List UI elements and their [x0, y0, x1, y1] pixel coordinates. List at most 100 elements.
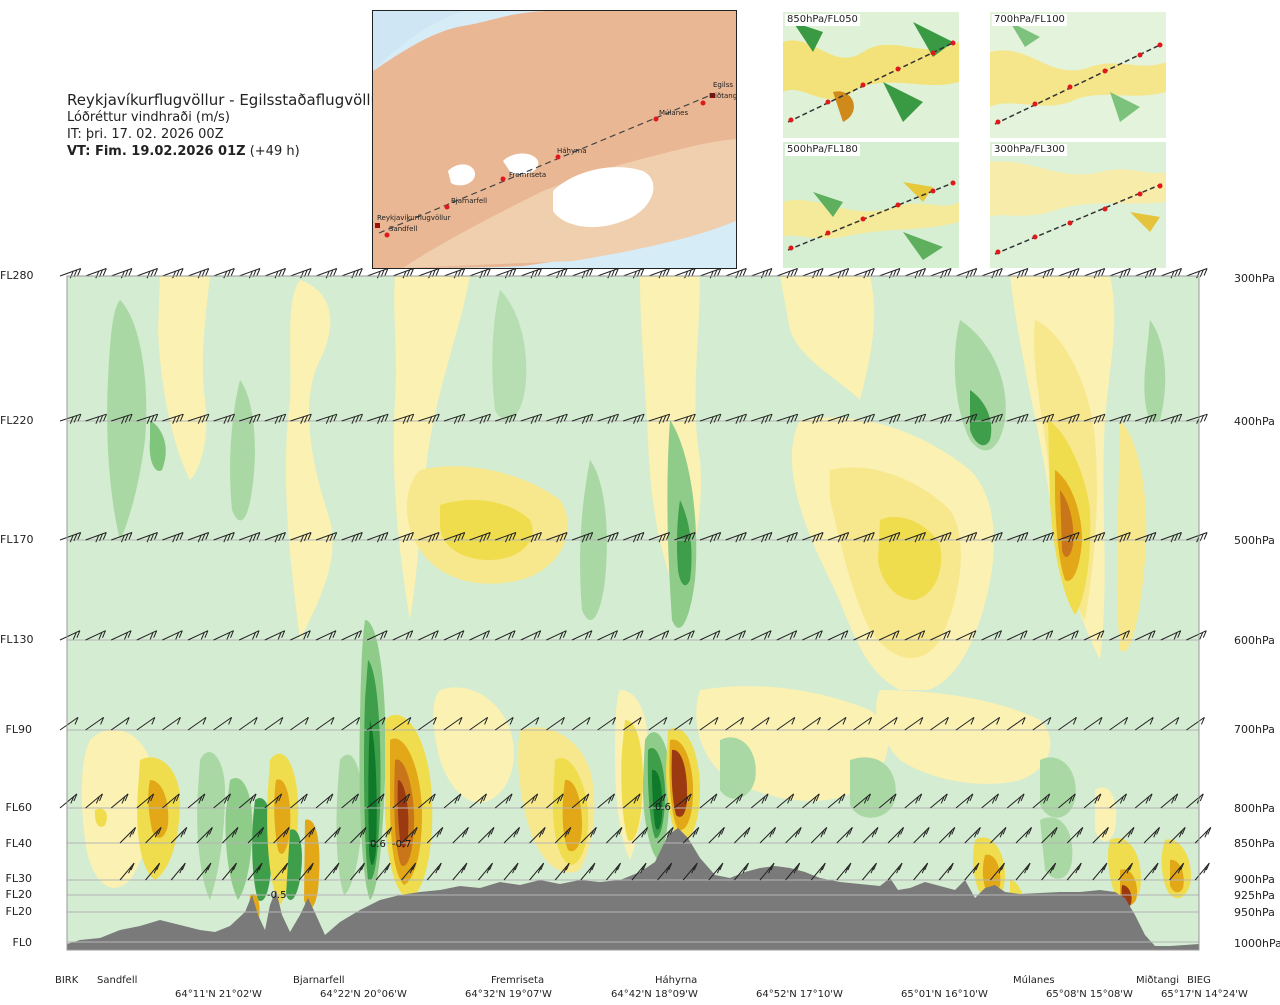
wind-barb-flag [995, 793, 999, 802]
wind-barb [597, 268, 619, 277]
wind-barb-flag [1177, 866, 1182, 874]
wind-barb-flag [434, 630, 439, 638]
wind-barb-flag [146, 271, 151, 279]
wind-barb [734, 862, 749, 881]
wind-barb [571, 413, 594, 422]
wind-barb-flag [533, 632, 538, 640]
wind-barb [750, 716, 770, 731]
wind-barb-flag [1148, 415, 1153, 423]
wind-barb [392, 532, 414, 541]
wind-barb-flag [255, 630, 260, 638]
wind-barb-flag [838, 796, 843, 804]
thumbnail-500[interactable]: 500hPa/FL180 [783, 142, 959, 268]
wind-barb-flag [1020, 632, 1024, 640]
wind-barb-flag [538, 268, 542, 276]
wind-barb-flag [1203, 532, 1208, 540]
wind-barb-flag [968, 632, 973, 640]
hpa-label: 1000hPa [1234, 937, 1280, 950]
wind-barb [85, 630, 106, 641]
wind-barb-flag [1152, 532, 1157, 540]
hpa-label: 600hPa [1234, 634, 1275, 647]
wind-barb [802, 268, 824, 277]
wind-barb-flag [764, 415, 769, 423]
wind-barb-flag [230, 866, 235, 874]
wind-barb-flag [559, 533, 564, 541]
wind-barb-flag [713, 793, 718, 802]
wind-barb-flag [760, 535, 765, 543]
wind-barb [981, 532, 1003, 541]
wind-barb [136, 630, 157, 641]
wind-barb-flag [796, 862, 801, 871]
wind-barb-flag [614, 630, 618, 638]
wind-barb-flag [102, 268, 107, 276]
wind-barb-flag [197, 271, 202, 279]
wind-barb-flag [1101, 532, 1106, 540]
wind-barb-flag [534, 533, 539, 541]
wind-barb [418, 793, 436, 809]
wind-barb [853, 716, 872, 731]
wind-barb-flag [636, 415, 641, 423]
wind-barb [238, 793, 257, 809]
wind-barb-flag [73, 415, 78, 423]
wind-barb [981, 268, 1003, 277]
wind-barb-flag [1102, 830, 1106, 838]
wind-barb [751, 413, 773, 422]
wind-barb-flag [742, 268, 747, 276]
wind-barb-flag [284, 862, 289, 871]
wind-barb [443, 413, 466, 422]
wind-barb [879, 532, 901, 541]
wind-barb [495, 532, 517, 541]
wind-barb [367, 532, 389, 541]
coord-label: 65°17'N 14°24'W [1161, 989, 1248, 1000]
wind-barb [750, 630, 772, 641]
wind-barb-flag [610, 632, 615, 640]
wind-barb-flag [1100, 630, 1105, 638]
wind-barb-flag [176, 415, 180, 423]
wind-barb-flag [1016, 535, 1021, 543]
wind-barb-flag [1104, 827, 1109, 835]
wind-barb-flag [505, 416, 509, 424]
wind-barb [494, 793, 513, 809]
wind-barb-flag [1101, 414, 1106, 422]
wind-barb [1109, 268, 1131, 277]
wind-barb-flag [1020, 793, 1025, 802]
wind-barb-flag [662, 533, 667, 541]
wind-barb [546, 268, 568, 277]
wind-barb [443, 793, 462, 809]
wind-barb [426, 827, 444, 844]
wind-barb-flag [716, 630, 721, 638]
wind-barb-flag [197, 535, 202, 543]
wind-barb-flag [487, 414, 491, 422]
wind-barb-flag [611, 415, 616, 423]
wind-barb-flag [402, 271, 407, 279]
thumbnail-700[interactable]: 700hPa/FL100 [990, 12, 1166, 138]
wind-barb [1032, 793, 1051, 809]
wind-barb-flag [125, 717, 130, 725]
wind-barb-flag [823, 827, 828, 835]
wind-barb [981, 716, 1000, 731]
thumbnail-850[interactable]: 850hPa/FL050 [783, 12, 959, 138]
wind-barb-flag [772, 827, 777, 835]
wind-barb [1160, 532, 1182, 541]
wind-barb [802, 716, 821, 731]
wind-barb [298, 827, 316, 844]
wind-barb-flag [1100, 866, 1105, 874]
wind-barb-flag [892, 415, 897, 423]
wind-barb-flag [1075, 866, 1080, 874]
wind-barb-flag [207, 862, 212, 871]
wind-barb [1143, 862, 1159, 881]
wind-barb [699, 716, 719, 731]
wind-barb-flag [863, 796, 868, 804]
wind-barb-flag [428, 796, 433, 804]
wind-barb-flag [563, 866, 568, 874]
wind-barb-flag [457, 793, 462, 802]
wind-barb-flag [151, 717, 156, 725]
thumbnail-300[interactable]: 300hPa/FL300 [990, 142, 1166, 268]
value-labels: -0.5 0.6 -0.7 0.6 [267, 802, 671, 901]
wind-barb-flag [940, 796, 945, 804]
wind-barb-flag [922, 532, 926, 540]
wind-barb-flag [581, 535, 586, 543]
wind-barb-flag [787, 796, 792, 804]
wind-barb-flag [439, 827, 444, 835]
wind-barb [1058, 716, 1077, 731]
